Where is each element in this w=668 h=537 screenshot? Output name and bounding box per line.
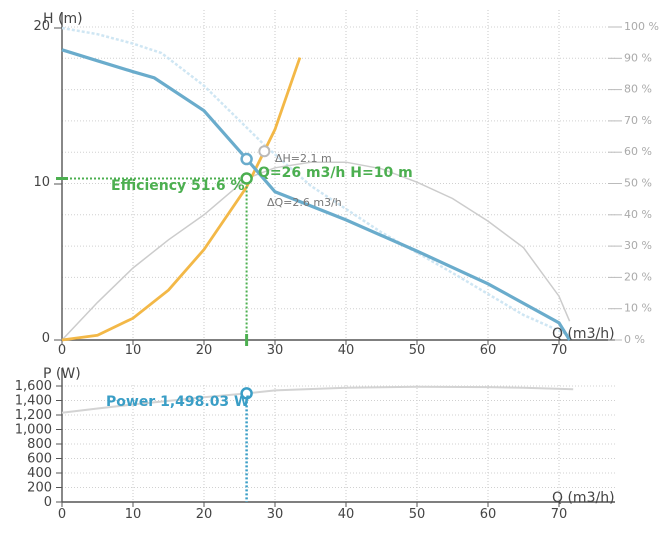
y-tick-label: 1,200 (15, 408, 52, 423)
x-tick-label: 0 (58, 343, 66, 358)
system-curve (61, 57, 302, 342)
y2-tick-label: 30 % (624, 239, 652, 252)
x-axis-label-head: Q (m3/h) (552, 326, 615, 342)
delta-h-label: ΔH=2.1 m (275, 152, 332, 165)
y2-tick-label: 100 % (624, 20, 659, 33)
x-tick-label: 20 (196, 343, 213, 358)
power-label: Power 1,498.03 W (106, 394, 250, 410)
y-tick-label: 1,400 (15, 394, 52, 409)
x-tick-label: 20 (196, 507, 213, 522)
x-tick-label: 40 (338, 507, 355, 522)
y-tick-label: 10 (33, 175, 50, 190)
y2-tick-label: 60 % (624, 145, 652, 158)
y-tick-label: 200 (27, 481, 52, 496)
delta-q-label: ΔQ=2.6 m3/h (267, 196, 342, 209)
y-tick-label: 20 (33, 19, 50, 34)
x-axis-label-power: Q (m3/h) (552, 490, 615, 506)
x-tick-label: 60 (480, 507, 497, 522)
y-tick-label: 800 (27, 437, 52, 452)
y-tick-label: 1,000 (15, 423, 52, 438)
y2-tick-label: 50 % (624, 177, 652, 190)
efficiency-label: Efficiency 51.6 % (111, 178, 244, 194)
y2-tick-label: 0 % (624, 333, 645, 346)
x-tick-label: 50 (409, 343, 426, 358)
operating-point-marker[interactable] (240, 172, 253, 185)
y-tick-label: 1,600 (15, 379, 52, 394)
y-tick-label: 0 (44, 495, 52, 510)
x-tick-label: 70 (551, 343, 568, 358)
head-curve-marker (240, 152, 253, 166)
intersection-marker (258, 145, 271, 158)
x-tick-label: 70 (551, 507, 568, 522)
y2-tick-label: 20 % (624, 270, 652, 283)
power-curve (61, 385, 574, 414)
y-axis-label-power: P (W) (43, 366, 81, 382)
efficiency-curve (61, 161, 571, 341)
y-axis-label-head: H (m) (43, 11, 83, 27)
x-tick-label: 0 (58, 507, 66, 522)
power-point-marker[interactable] (240, 387, 253, 400)
grid (62, 10, 615, 502)
x-tick-label: 10 (125, 343, 142, 358)
y2-tick-label: 70 % (624, 114, 652, 127)
x-tick-label: 30 (267, 343, 284, 358)
x-tick-label: 40 (338, 343, 355, 358)
y-tick-label: 400 (27, 466, 52, 481)
x-tick-label: 30 (267, 507, 284, 522)
pump-head-curve (61, 48, 571, 341)
markers (56, 145, 271, 502)
operating-point-label: Q=26 m3/h H=10 m (258, 165, 413, 181)
y2-tick-label: 90 % (624, 51, 652, 64)
pump-head-max-curve (61, 26, 571, 337)
y2-tick-label: 40 % (624, 208, 652, 221)
series (61, 26, 574, 414)
y2-tick-label: 10 % (624, 302, 652, 315)
x-tick-label: 60 (480, 343, 497, 358)
y-tick-label: 600 (27, 452, 52, 467)
y2-tick-label: 80 % (624, 83, 652, 96)
y-tick-label: 0 (42, 331, 50, 346)
x-tick-label: 50 (409, 507, 426, 522)
x-tick-label: 10 (125, 507, 142, 522)
